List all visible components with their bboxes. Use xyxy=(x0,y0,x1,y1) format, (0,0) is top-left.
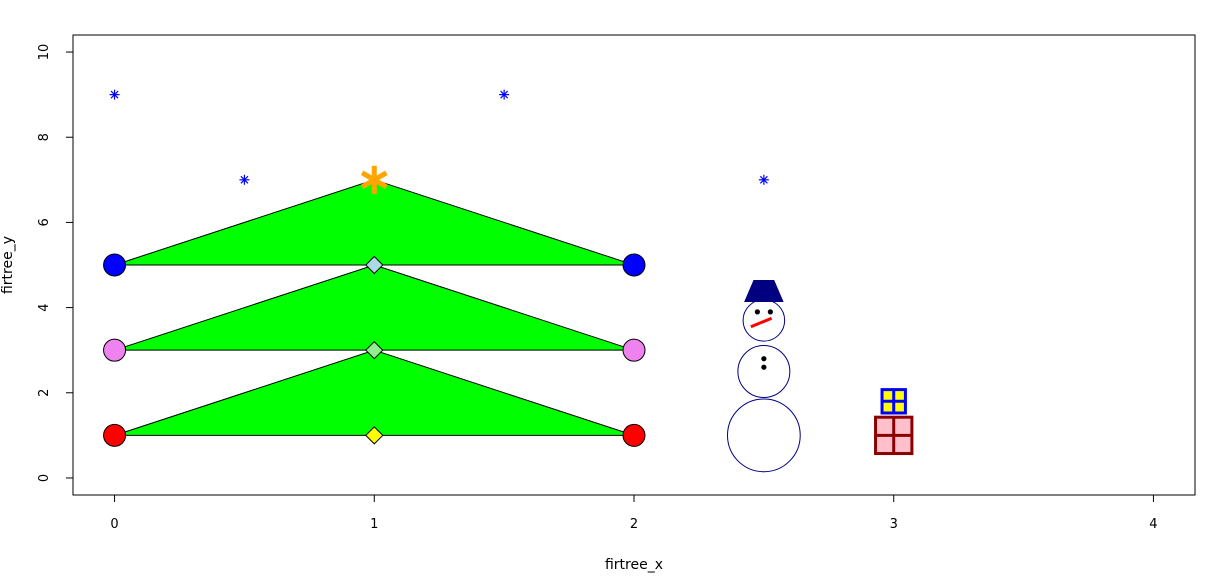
y-tick-label: 10 xyxy=(37,44,52,61)
snowman-eye xyxy=(767,309,773,315)
tree-top-star xyxy=(360,165,388,194)
tree-layer xyxy=(114,264,635,351)
diamond-ornament xyxy=(365,255,384,275)
x-tick-label: 0 xyxy=(110,517,118,532)
x-tick-label: 3 xyxy=(890,517,898,532)
snowflake-stroke xyxy=(500,90,509,99)
x-tick-label: 4 xyxy=(1149,517,1157,532)
y-tick-label: 8 xyxy=(37,133,52,141)
x-tick-label: 1 xyxy=(370,517,378,532)
y-tick-label: 4 xyxy=(37,303,52,311)
snowflake-stroke xyxy=(110,90,119,99)
y-tick-label: 0 xyxy=(37,474,52,482)
bauble xyxy=(622,338,646,362)
present xyxy=(880,388,907,415)
y-tick-label: 2 xyxy=(37,389,52,397)
snowflake-stroke xyxy=(240,175,249,184)
x-axis-title: firtree_x xyxy=(605,557,663,573)
snowflake xyxy=(239,174,250,185)
plot-marks xyxy=(103,89,914,473)
present xyxy=(874,415,914,456)
bauble xyxy=(103,253,127,277)
bauble xyxy=(622,423,646,447)
star-stroke xyxy=(360,170,388,189)
x-axis: 0 1 2 3 4 xyxy=(110,494,1158,532)
snowman-eye xyxy=(754,309,760,315)
bauble xyxy=(103,423,127,447)
snowman-nose xyxy=(750,316,773,329)
tree-layer xyxy=(114,349,635,436)
snowflake xyxy=(499,89,510,100)
snowman-hat xyxy=(744,280,784,303)
snowman-ball xyxy=(727,398,801,473)
snowflake xyxy=(109,89,120,100)
snowflake-stroke xyxy=(759,175,768,184)
snowman-ball xyxy=(737,345,791,398)
diamond-ornament xyxy=(365,340,384,360)
y-axis: 0 2 4 6 8 10 xyxy=(37,44,74,482)
y-tick-label: 6 xyxy=(37,218,52,226)
snowman-button xyxy=(761,364,767,370)
x-tick-label: 2 xyxy=(630,517,638,532)
y-axis-title: firtree_y xyxy=(0,236,16,294)
snowflake xyxy=(758,174,769,185)
diamond-ornament xyxy=(365,426,384,445)
snowman-button xyxy=(761,356,767,362)
bauble xyxy=(103,338,127,362)
bauble xyxy=(622,253,646,277)
